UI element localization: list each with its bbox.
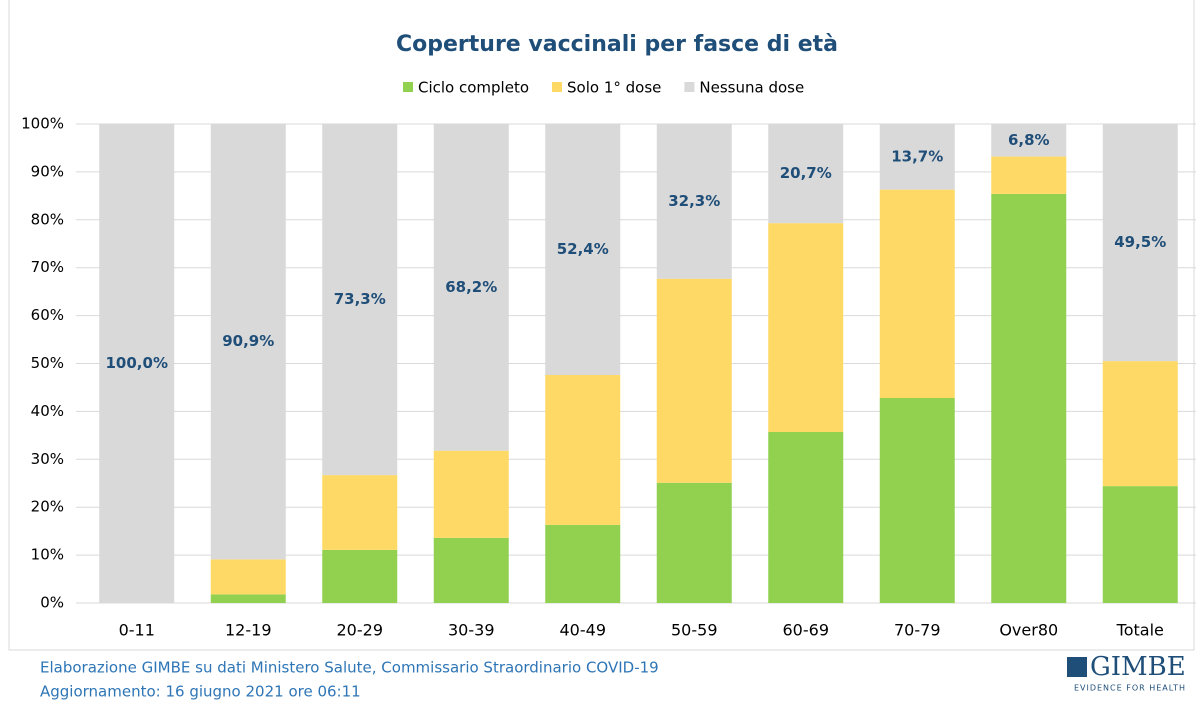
bar-segment [991, 193, 1067, 603]
y-tick-label: 80% [31, 210, 64, 228]
x-tick-label: 40-49 [560, 621, 607, 640]
y-tick-label: 100% [21, 115, 64, 133]
x-tick-label: 20-29 [337, 621, 384, 640]
x-tick-label: Over80 [999, 621, 1058, 640]
x-tick-label: 70-79 [894, 621, 941, 640]
bar-segment [322, 475, 398, 550]
bar-segment [433, 537, 509, 603]
bar-segment [433, 124, 509, 451]
y-tick-label: 30% [31, 450, 64, 468]
y-tick-label: 60% [31, 306, 64, 324]
chart-title: Coperture vaccinali per fasce di età [396, 32, 838, 57]
legend-label: Nessuna dose [699, 79, 804, 97]
data-label: 100,0% [106, 354, 168, 372]
y-tick-label: 10% [31, 546, 64, 564]
data-label: 13,7% [891, 147, 943, 165]
legend-swatch [403, 82, 413, 92]
bar-segment [322, 549, 398, 603]
logo-icon [1067, 657, 1087, 677]
x-tick-label: Totale [1116, 621, 1164, 640]
x-tick-label: 30-39 [448, 621, 495, 640]
data-label: 6,8% [1008, 131, 1050, 149]
bar-segment [99, 124, 175, 603]
bar-segment [656, 124, 732, 279]
bar-segment [545, 524, 621, 603]
legend-swatch [684, 82, 695, 92]
x-tick-label: 60-69 [783, 621, 830, 640]
bar-segment [991, 124, 1067, 157]
y-tick-label: 0% [40, 594, 64, 612]
data-label: 90,9% [222, 332, 274, 350]
bar-segment [1102, 486, 1178, 603]
bar-segment [1102, 361, 1178, 487]
data-label: 32,3% [668, 192, 720, 210]
logo: GIMBE [1090, 652, 1186, 682]
legend-label: Ciclo completo [418, 79, 529, 97]
legend-swatch [552, 82, 563, 92]
bar-segment [545, 124, 621, 375]
x-tick-label: 12-19 [225, 621, 272, 640]
y-tick-label: 40% [31, 402, 64, 420]
y-tick-label: 90% [31, 162, 64, 180]
bar-segment [433, 450, 509, 538]
logo-tagline: EVIDENCE FOR HEALTH [1074, 684, 1186, 693]
bar-segment [545, 374, 621, 525]
bar-segment [656, 278, 732, 483]
data-label: 52,4% [557, 240, 609, 258]
y-tick-label: 70% [31, 258, 64, 276]
bar-segment [879, 397, 955, 603]
bar-segment [991, 156, 1067, 194]
bar-segment [879, 189, 955, 398]
bar-segment [768, 124, 844, 224]
y-tick-label: 50% [31, 354, 64, 372]
update-note: Aggiornamento: 16 giugno 2021 ore 06:11 [40, 683, 361, 701]
data-label: 49,5% [1114, 233, 1166, 251]
bar-segment [879, 124, 955, 190]
bar-segment [1102, 124, 1178, 362]
bar-segment [768, 223, 844, 432]
y-tick-label: 20% [31, 498, 64, 516]
source-note: Elaborazione GIMBE su dati Ministero Sal… [40, 659, 659, 677]
bar-segment [322, 124, 398, 476]
data-label: 20,7% [780, 164, 832, 182]
data-label: 73,3% [334, 290, 386, 308]
bar-segment [210, 594, 286, 603]
bar-segment [210, 124, 286, 560]
bar-segment [768, 431, 844, 603]
bar-segment [656, 482, 732, 603]
legend-label: Solo 1° dose [567, 79, 661, 97]
x-tick-label: 0-11 [119, 621, 155, 640]
x-tick-label: 50-59 [671, 621, 718, 640]
bar-segment [210, 559, 286, 595]
data-label: 68,2% [445, 278, 497, 296]
